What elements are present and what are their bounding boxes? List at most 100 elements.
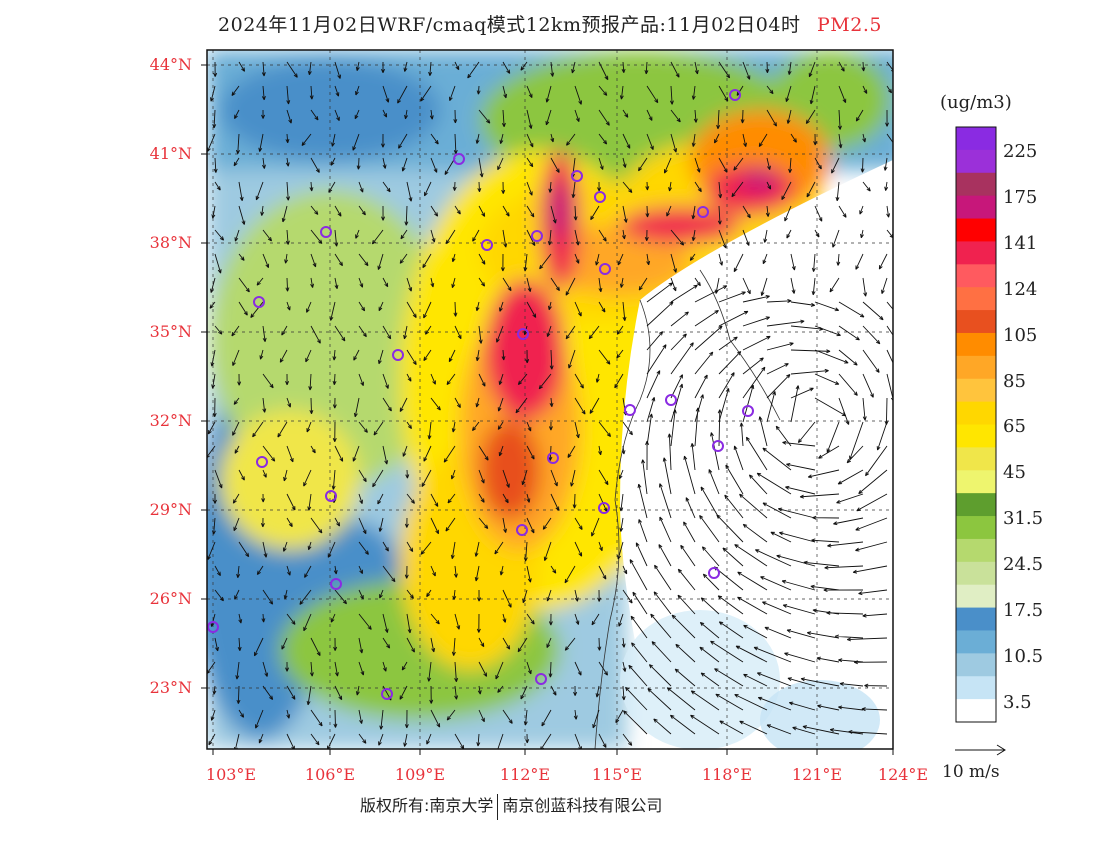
wind-arrow — [262, 397, 267, 413]
wind-arrow — [354, 109, 360, 120]
wind-arrow — [631, 642, 648, 663]
wind-arrow — [832, 229, 840, 248]
wind-arrow — [886, 85, 893, 94]
wind-arrow — [378, 349, 384, 365]
wind-reference-arrow — [955, 744, 1006, 756]
wind-arrow — [399, 253, 408, 264]
wind-arrow — [262, 373, 274, 389]
colorbar-swatch — [956, 332, 996, 357]
wind-arrow — [430, 637, 436, 653]
wind-arrow — [574, 661, 582, 676]
wind-arrow — [621, 637, 626, 648]
wind-arrow — [307, 493, 312, 511]
wind-arrow — [496, 325, 504, 343]
wind-arrow — [284, 253, 289, 264]
wind-arrow — [381, 205, 386, 221]
wind-arrow — [526, 229, 536, 247]
wind-arrow — [734, 694, 768, 711]
wind-arrow — [423, 181, 432, 197]
wind-arrow — [475, 301, 480, 312]
wind-arrow — [358, 637, 364, 654]
wind-arrow — [478, 469, 485, 484]
wind-arrow — [404, 517, 409, 528]
wind-arrow — [382, 661, 387, 672]
wind-arrow — [570, 469, 576, 487]
wind-arrow — [497, 421, 504, 430]
wind-arrow — [622, 109, 629, 118]
wind-arrow — [406, 613, 412, 634]
wind-arrow — [838, 397, 850, 425]
wind-arrow — [786, 109, 792, 124]
wind-arrow — [261, 85, 266, 101]
wind-arrow — [498, 373, 504, 386]
wind-arrow — [355, 85, 360, 96]
wind-arrow — [646, 282, 673, 303]
wind-arrow — [766, 391, 776, 423]
wind-arrow — [237, 373, 242, 386]
wind-arrow — [502, 709, 513, 724]
wind-arrow — [637, 483, 648, 519]
wind-arrow — [685, 497, 696, 519]
wind-arrow — [309, 85, 314, 100]
wind-arrow — [358, 565, 363, 575]
wind-arrow — [619, 277, 624, 288]
wind-arrow — [718, 372, 735, 399]
wind-arrow — [214, 181, 221, 191]
wind-arrow — [691, 133, 696, 147]
wind-arrow — [886, 301, 893, 310]
wind-arrow — [231, 325, 240, 337]
wind-arrow — [502, 493, 509, 504]
wind-arrow — [724, 494, 744, 519]
wind-arrow — [884, 181, 889, 191]
wind-arrow — [523, 709, 528, 726]
wind-arrow — [680, 544, 696, 567]
colorbar-swatch — [956, 378, 996, 403]
wind-arrow — [477, 589, 482, 602]
wind-arrow — [766, 319, 805, 327]
wind-arrow — [691, 205, 696, 220]
wind-arrow — [811, 538, 840, 543]
wind-arrow — [307, 61, 312, 76]
wind-arrow — [260, 205, 265, 216]
wind-arrow — [812, 515, 840, 520]
wind-arrow — [646, 109, 653, 121]
wind-arrow — [716, 514, 744, 543]
colorbar-swatch — [956, 447, 996, 471]
wind-arrow — [862, 277, 868, 297]
wind-arrow — [694, 181, 702, 193]
wind-arrow — [735, 645, 768, 663]
wind-arrow — [214, 253, 222, 274]
wind-arrow — [617, 253, 624, 266]
wind-arrow — [756, 472, 792, 495]
wind-arrow — [814, 301, 840, 312]
wind-arrow — [653, 718, 672, 735]
colorbar-swatch — [956, 218, 996, 242]
colorbar-label: 225 — [1003, 141, 1038, 162]
wind-arrow — [694, 407, 700, 447]
wind-arrow — [838, 301, 865, 318]
wind-arrow — [382, 325, 392, 340]
wind-arrow — [805, 109, 816, 124]
wind-arrow — [451, 253, 456, 263]
wind-arrow — [258, 733, 264, 744]
wind-arrow — [328, 181, 336, 193]
wind-arrow — [814, 349, 849, 364]
wind-arrow — [574, 589, 579, 602]
wind-arrow — [777, 507, 816, 519]
wind-arrow — [454, 61, 460, 71]
wind-arrow — [742, 61, 751, 80]
wind-arrow — [430, 373, 436, 385]
wind-arrow — [690, 443, 696, 471]
lat-label-35: 35°N — [149, 322, 192, 341]
wind-arrow — [238, 541, 250, 558]
wind-arrow — [762, 601, 792, 615]
wind-arrow — [766, 157, 771, 170]
wind-arrow — [598, 229, 607, 242]
wind-arrow — [831, 157, 840, 174]
wind-arrow — [380, 133, 385, 148]
wind-arrow — [286, 181, 291, 201]
wind-arrow — [718, 229, 727, 249]
wind-arrow — [358, 661, 365, 676]
wind-arrow — [716, 109, 721, 130]
wind-arrow — [694, 61, 699, 75]
